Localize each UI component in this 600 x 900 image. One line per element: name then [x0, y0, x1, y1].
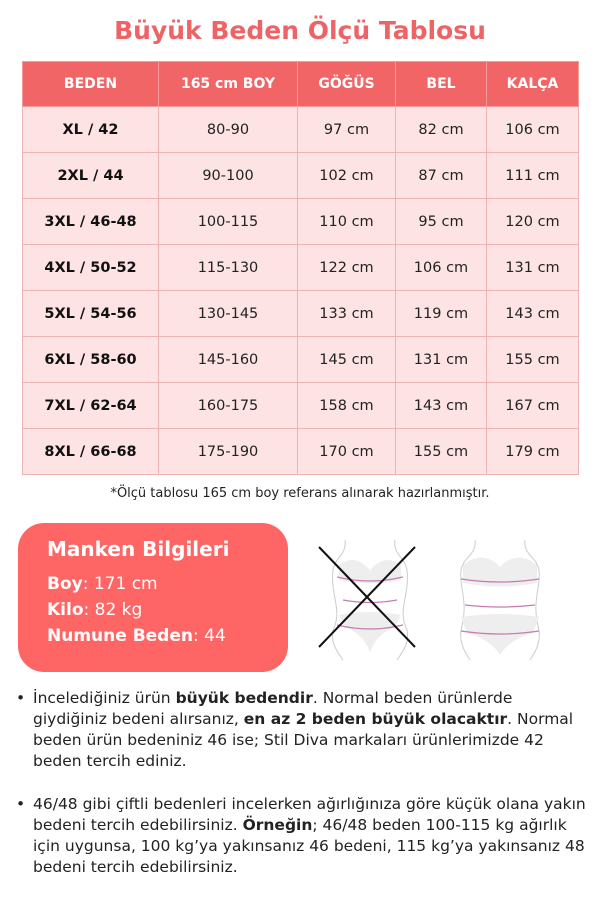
measure-cell: 133 cm: [297, 290, 396, 337]
size-cell: 6XL / 58-60: [22, 336, 159, 383]
size-cell: 8XL / 66-68: [22, 428, 159, 475]
measure-cell: 90-100: [158, 152, 298, 199]
measure-cell: 106 cm: [486, 106, 579, 153]
measure-cell: 170 cm: [297, 428, 396, 475]
table-row: XL / 42 80-90 97 cm 82 cm 106 cm: [22, 106, 579, 153]
measure-cell: 82 cm: [395, 106, 487, 153]
measure-cell: 130-145: [158, 290, 298, 337]
measure-cell: 145 cm: [297, 336, 396, 383]
table-row: 3XL / 46-48 100-115 110 cm 95 cm 120 cm: [22, 198, 579, 245]
model-sample-size: Numune Beden: 44: [47, 626, 226, 646]
measure-cell: 122 cm: [297, 244, 396, 291]
model-height: Boy: 171 cm: [47, 574, 158, 594]
list-item: 46/48 gibi çiftli bedenleri incelerken a…: [16, 794, 586, 878]
footnote: *Ölçü tablosu 165 cm boy referans alınar…: [110, 486, 490, 501]
table-row: 6XL / 58-60 145-160 145 cm 131 cm 155 cm: [22, 336, 579, 383]
body-text: . Normal beden ürün bedeniniz 46 ise; St…: [33, 710, 574, 770]
body-correct-measure-icon: [460, 539, 540, 660]
emphasis-text: en az 2 beden büyük olacaktır: [243, 710, 508, 728]
measure-cell: 106 cm: [395, 244, 487, 291]
body-wrong-measure-icon: [318, 539, 416, 660]
measure-cell: 143 cm: [486, 290, 579, 337]
column-header: BEDEN: [22, 61, 159, 107]
measure-cell: 167 cm: [486, 382, 579, 429]
measure-cell: 97 cm: [297, 106, 396, 153]
size-cell: 3XL / 46-48: [22, 198, 159, 245]
size-cell: 4XL / 50-52: [22, 244, 159, 291]
list-item: İncelediğiniz ürün büyük bedendir. Norma…: [16, 688, 586, 772]
measure-cell: 131 cm: [486, 244, 579, 291]
measure-cell: 158 cm: [297, 382, 396, 429]
model-info-card: Manken Bilgileri Boy: 171 cm Kilo: 82 kg…: [18, 523, 288, 672]
page-title: Büyük Beden Ölçü Tablosu: [114, 16, 486, 45]
measure-cell: 131 cm: [395, 336, 487, 383]
table-row: 2XL / 44 90-100 102 cm 87 cm 111 cm: [22, 152, 579, 199]
emphasis-text: Örneğin: [242, 816, 313, 834]
measure-cell: 87 cm: [395, 152, 487, 199]
size-cell: 7XL / 62-64: [22, 382, 159, 429]
body-text: ; 46/48 beden 100-115 kg ağırlık için uy…: [33, 816, 585, 876]
size-cell: XL / 42: [22, 106, 159, 153]
size-cell: 2XL / 44: [22, 152, 159, 199]
measure-cell: 102 cm: [297, 152, 396, 199]
info-list: İncelediğiniz ürün büyük bedendir. Norma…: [16, 688, 586, 900]
measure-cell: 111 cm: [486, 152, 579, 199]
model-info-title: Manken Bilgileri: [47, 537, 230, 561]
measure-cell: 155 cm: [486, 336, 579, 383]
measure-cell: 119 cm: [395, 290, 487, 337]
measure-cell: 80-90: [158, 106, 298, 153]
table-row: 7XL / 62-64 160-175 158 cm 143 cm 167 cm: [22, 382, 579, 429]
column-header: BEL: [395, 61, 487, 107]
measure-cell: 95 cm: [395, 198, 487, 245]
size-cell: 5XL / 54-56: [22, 290, 159, 337]
measure-cell: 100-115: [158, 198, 298, 245]
measure-cell: 155 cm: [395, 428, 487, 475]
measure-cell: 115-130: [158, 244, 298, 291]
body-text: 46/48 gibi çiftli bedenleri incelerken a…: [33, 795, 586, 834]
size-table: BEDEN 165 cm BOY GÖĞÜS BEL KALÇA XL / 42 80-9…: [22, 61, 579, 475]
table-row: 5XL / 54-56 130-145 133 cm 119 cm 143 cm: [22, 290, 579, 337]
measure-cell: 145-160: [158, 336, 298, 383]
measure-cell: 143 cm: [395, 382, 487, 429]
measure-cell: 175-190: [158, 428, 298, 475]
measure-cell: 120 cm: [486, 198, 579, 245]
model-weight: Kilo: 82 kg: [47, 600, 143, 620]
measure-cell: 179 cm: [486, 428, 579, 475]
column-header: GÖĞÜS: [297, 61, 396, 107]
body-text: İncelediğiniz ürün: [33, 689, 176, 707]
body-text: . Normal beden ürünlerde giydiğiniz bede…: [33, 689, 513, 728]
column-header: KALÇA: [486, 61, 579, 107]
measure-cell: 160-175: [158, 382, 298, 429]
measure-cell: 110 cm: [297, 198, 396, 245]
table-row: 8XL / 66-68 175-190 170 cm 155 cm 179 cm: [22, 428, 579, 475]
column-header: 165 cm BOY: [158, 61, 298, 107]
emphasis-text: büyük bedendir: [175, 689, 313, 707]
table-row: 4XL / 50-52 115-130 122 cm 106 cm 131 cm: [22, 244, 579, 291]
